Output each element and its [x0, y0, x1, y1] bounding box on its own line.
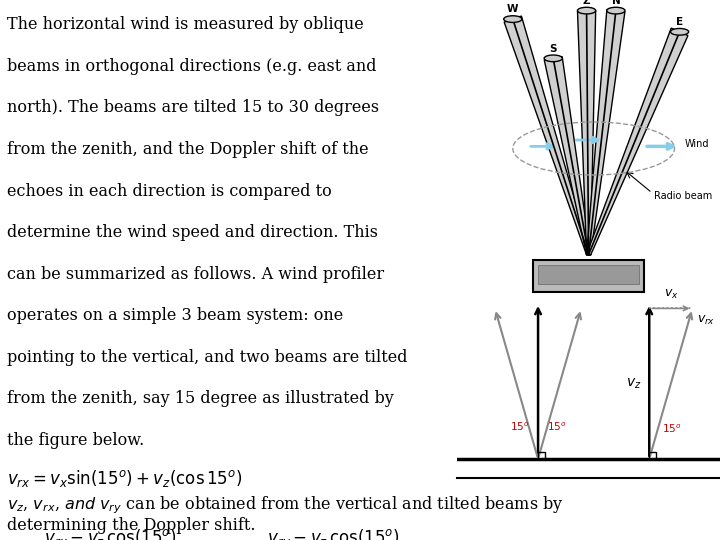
Polygon shape: [577, 10, 595, 254]
Text: determine the wind speed and direction. This: determine the wind speed and direction. …: [7, 224, 378, 241]
Ellipse shape: [504, 16, 522, 23]
Text: $15^o$: $15^o$: [510, 420, 530, 433]
Text: operates on a simple 3 beam system: one: operates on a simple 3 beam system: one: [7, 307, 343, 324]
Text: $v_z$: $v_z$: [626, 376, 642, 390]
Text: beams in orthogonal directions (e.g. east and: beams in orthogonal directions (e.g. eas…: [7, 58, 377, 75]
Text: $v_{rx}$: $v_{rx}$: [698, 314, 716, 327]
FancyBboxPatch shape: [538, 265, 639, 284]
Text: $v_z$, $v_{rx}$, $\mathit{and}$ $v_{ry}$ can be obtained from the vertical and t: $v_z$, $v_{rx}$, $\mathit{and}$ $v_{ry}$…: [7, 494, 564, 516]
Text: can be summarized as follows. A wind profiler: can be summarized as follows. A wind pro…: [7, 266, 384, 282]
Text: $v_x = \dfrac{v_{rx} - v_z\,\cos(15^o)}{\sin(15^o)}$: $v_x = \dfrac{v_{rx} - v_z\,\cos(15^o)}{…: [7, 528, 179, 540]
Text: Z: Z: [582, 0, 590, 6]
Polygon shape: [504, 16, 590, 255]
Text: $15^o$: $15^o$: [546, 420, 566, 433]
FancyBboxPatch shape: [533, 260, 644, 292]
Text: Radio beam: Radio beam: [654, 191, 713, 201]
Ellipse shape: [607, 7, 625, 14]
Polygon shape: [587, 10, 625, 255]
Polygon shape: [587, 28, 688, 255]
Text: pointing to the vertical, and two beams are tilted: pointing to the vertical, and two beams …: [7, 349, 408, 366]
Ellipse shape: [577, 7, 595, 14]
Text: $v_x$: $v_x$: [664, 288, 678, 301]
Ellipse shape: [670, 29, 688, 35]
Text: north). The beams are tilted 15 to 30 degrees: north). The beams are tilted 15 to 30 de…: [7, 99, 379, 116]
Text: determining the Doppler shift.: determining the Doppler shift.: [7, 517, 256, 534]
Text: S: S: [549, 44, 557, 53]
Ellipse shape: [544, 55, 562, 62]
Text: The horizontal wind is measured by oblique: The horizontal wind is measured by obliq…: [7, 16, 364, 33]
Text: the figure below.: the figure below.: [7, 432, 145, 449]
Text: W: W: [507, 4, 518, 15]
Text: $v_{rx} = v_x \sin(15^o)+v_z(\cos 15^o)$: $v_{rx} = v_x \sin(15^o)+v_z(\cos 15^o)$: [7, 468, 243, 489]
Polygon shape: [544, 57, 590, 255]
Text: $15^o$: $15^o$: [662, 422, 681, 435]
Text: from the zenith, and the Doppler shift of the: from the zenith, and the Doppler shift o…: [7, 141, 369, 158]
Text: E: E: [676, 17, 683, 27]
Text: echoes in each direction is compared to: echoes in each direction is compared to: [7, 183, 332, 199]
Text: Wind: Wind: [685, 139, 709, 149]
Text: from the zenith, say 15 degree as illustrated by: from the zenith, say 15 degree as illust…: [7, 390, 394, 407]
Text: N: N: [611, 0, 620, 6]
Text: $v_y = \dfrac{v_{ry} - v_z\,\cos(15^o)}{\sin(15^o)}$: $v_y = \dfrac{v_{ry} - v_z\,\cos(15^o)}{…: [230, 528, 402, 540]
